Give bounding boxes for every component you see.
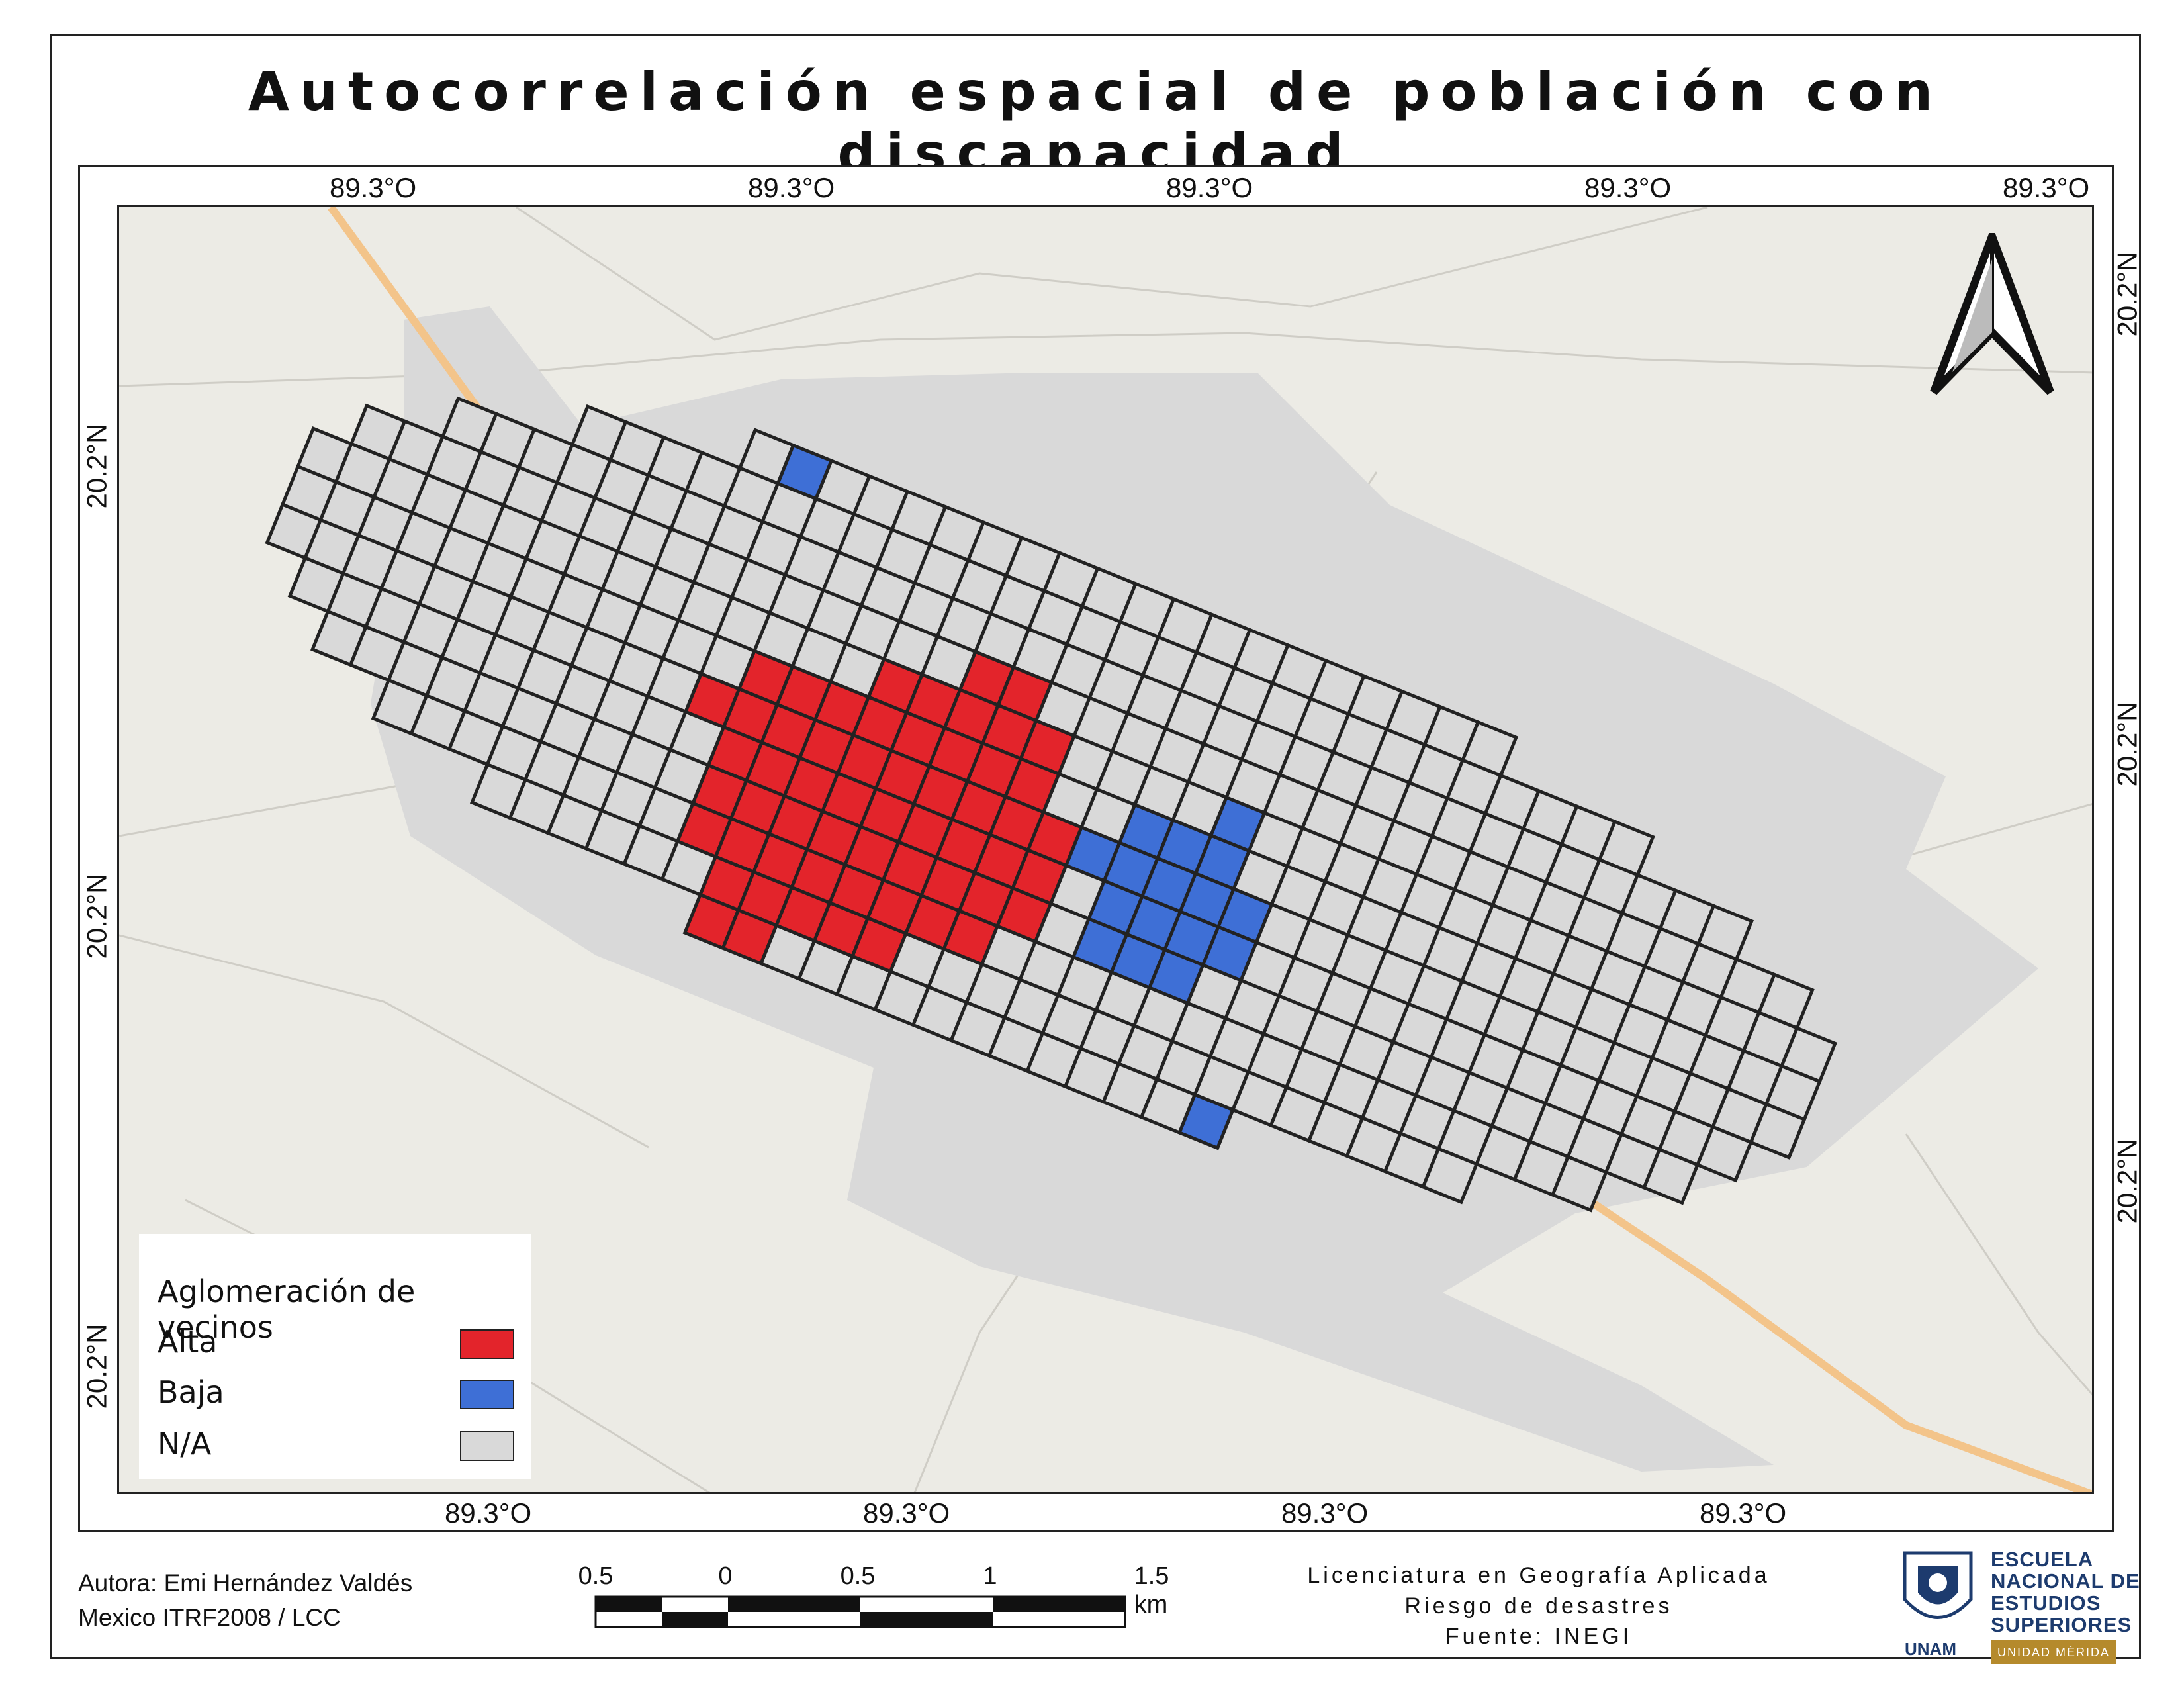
graticule-top-4: 89.3°O [1584,172,1672,203]
block-baja [1201,925,1259,983]
legend: Aglomeración de vecinos Alta Baja N/A [139,1234,531,1479]
unidad-merida-badge: UNIDAD MÉRIDA [1991,1640,2117,1664]
legend-title: Aglomeración de vecinos [158,1274,416,1345]
graticule-left-2: 20.2°N [81,873,113,959]
scale-label-4: 1 [983,1562,997,1590]
cluster-baja [776,443,1274,1150]
unam-label: UNAM [1905,1639,1956,1659]
page-frame [50,34,2141,1659]
unam-logo-icon [1903,1551,1973,1619]
legend-label-alta: Alta [158,1324,218,1360]
graticule-top-3: 89.3°O [1166,172,1253,203]
block-na [1641,1147,1700,1205]
enes-line-2: NACIONAL DE [1991,1570,2140,1593]
enes-line-3: ESTUDIOS [1991,1591,2101,1615]
cluster-alta [675,649,1084,974]
legend-swatch-alta [460,1329,514,1359]
legend-swatch-na [460,1431,514,1461]
graticule-bottom-1: 89.3°O [445,1497,532,1528]
credits-course: Riesgo de desastres [1404,1593,1673,1618]
credits-block: Licenciatura en Geografía Aplicada Riesg… [1277,1560,1800,1652]
enes-line-4: SUPERIORES [1991,1613,2132,1636]
map-svg [119,207,2092,1492]
graticule-right-2: 20.2°N [2111,701,2143,787]
graticule-left-1: 20.2°N [81,423,113,509]
legend-label-na: N/A [158,1426,212,1462]
projection-label: Mexico ITRF2008 / LCC [78,1604,341,1631]
graticule-right-3: 20.2°N [2111,1138,2143,1224]
author-block: Autora: Emi Hernández Valdés Mexico ITRF… [78,1566,412,1635]
block-na [1695,1125,1753,1183]
graticule-bottom-2: 89.3°O [863,1497,950,1528]
enes-logo-text: ESCUELA NACIONAL DE ESTUDIOS SUPERIORES … [1991,1549,2140,1664]
graticule-top-5: 89.3°O [2003,172,2090,203]
block-baja [776,443,834,501]
block-baja [1177,1092,1236,1150]
credits-program: Licenciatura en Geografía Aplicada [1307,1563,1770,1588]
block-baja [1147,947,1205,1006]
credits-source: Fuente: INEGI [1445,1624,1633,1649]
block-alta [850,915,908,974]
graticule-bottom-3: 89.3°O [1281,1497,1369,1528]
north-arrow-icon [1930,233,2054,395]
block-na [1421,1147,1479,1205]
scale-label-3: 0.5 [840,1562,876,1590]
scale-label-2: 0 [718,1562,733,1590]
graticule-top-2: 89.3°O [748,172,835,203]
graticule-left-3: 20.2°N [81,1323,113,1409]
author-name: Autora: Emi Hernández Valdés [78,1570,413,1597]
highway-south [1506,1144,2092,1492]
enes-line-1: ESCUELA [1991,1548,2094,1571]
scale-bar-graphic [594,1595,1126,1628]
legend-swatch-baja [460,1380,514,1409]
graticule-bottom-4: 89.3°O [1700,1497,1787,1528]
urban-blocks [265,396,1838,1213]
block-alta [721,908,779,966]
scale-label-1: 0.5 [578,1562,614,1590]
scale-label-5: 1.5 km [1134,1562,1169,1618]
block-na [1550,1154,1608,1213]
block-na [1749,1102,1807,1160]
legend-label-baja: Baja [158,1374,224,1410]
block-alta [995,886,1053,944]
graticule-top-1: 89.3°O [330,172,417,203]
graticule-right-1: 20.2°N [2111,251,2143,337]
block-alta [941,908,1000,966]
